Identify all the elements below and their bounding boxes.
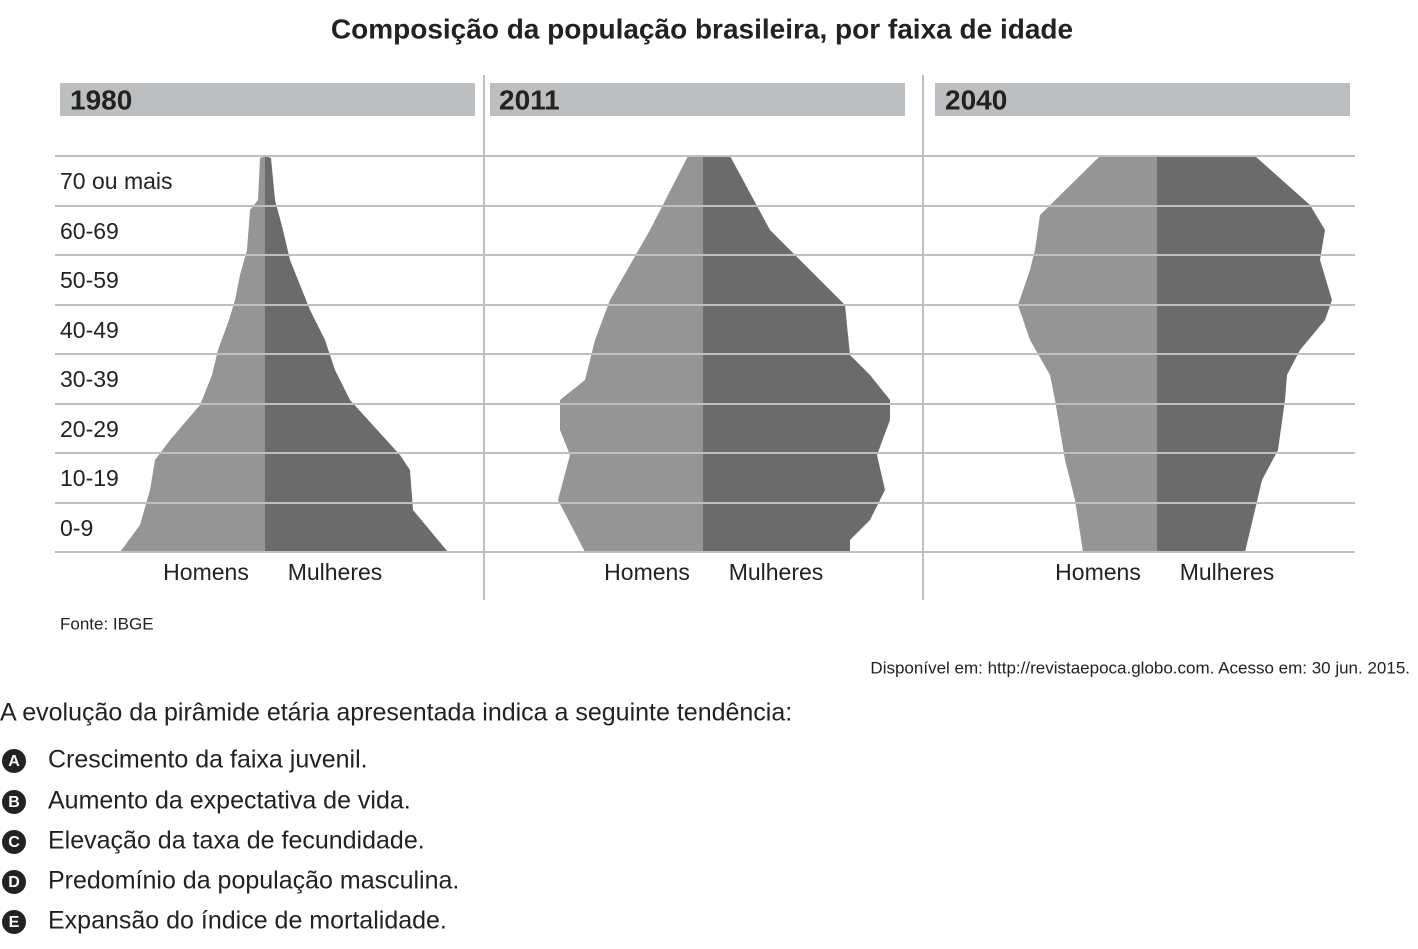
options: A Crescimento da faixa juvenil. B Aument…	[2, 746, 459, 935]
option-letter[interactable]: B	[8, 794, 20, 811]
option-text[interactable]: Expansão do índice de mortalidade.	[48, 907, 447, 935]
option-letter[interactable]: C	[8, 834, 20, 851]
option-text[interactable]: Elevação da taxa de fecundidade.	[48, 827, 425, 855]
option-text[interactable]: Predomínio da população masculina.	[48, 867, 459, 895]
question: A evolução da pirâmide etária apresentad…	[0, 699, 792, 727]
citation: Disponível em: http://revistaepoca.globo…	[870, 658, 1410, 677]
panel-year: 2040	[945, 84, 1007, 115]
sex-label: Homens	[163, 559, 249, 585]
option-badge[interactable]	[2, 870, 26, 894]
option-text[interactable]: Aumento da expectativa de vida.	[48, 787, 411, 815]
panel-header	[60, 83, 475, 116]
option-badge[interactable]	[2, 830, 26, 854]
age-label: 10-19	[60, 465, 119, 491]
age-label: 40-49	[60, 317, 119, 343]
option-letter[interactable]: E	[9, 914, 20, 931]
option-letter[interactable]: A	[8, 753, 20, 770]
source: Fonte: IBGE	[60, 614, 154, 633]
sex-label: Mulheres	[729, 559, 824, 585]
option-letter[interactable]: D	[8, 874, 20, 891]
sex-label: Homens	[604, 559, 690, 585]
age-label: 70 ou mais	[60, 168, 173, 194]
age-label: 0-9	[60, 515, 93, 541]
age-label: 20-29	[60, 416, 119, 442]
title: Composição da população brasileira, por …	[331, 13, 1073, 44]
sex-label: Mulheres	[288, 559, 383, 585]
age-label: 50-59	[60, 267, 119, 293]
panel-header	[490, 83, 905, 116]
panel-header	[935, 83, 1350, 116]
option-badge[interactable]	[2, 749, 26, 773]
panel-year: 1980	[70, 84, 132, 115]
option-badge[interactable]	[2, 910, 26, 934]
age-label: 60-69	[60, 218, 119, 244]
age-label: 30-39	[60, 366, 119, 392]
option-text[interactable]: Crescimento da faixa juvenil.	[48, 746, 368, 774]
option-badge[interactable]	[2, 790, 26, 814]
sex-label: Homens	[1055, 559, 1141, 585]
sex-label: Mulheres	[1180, 559, 1275, 585]
panel-year: 2011	[499, 84, 560, 115]
grid	[55, 75, 1355, 600]
